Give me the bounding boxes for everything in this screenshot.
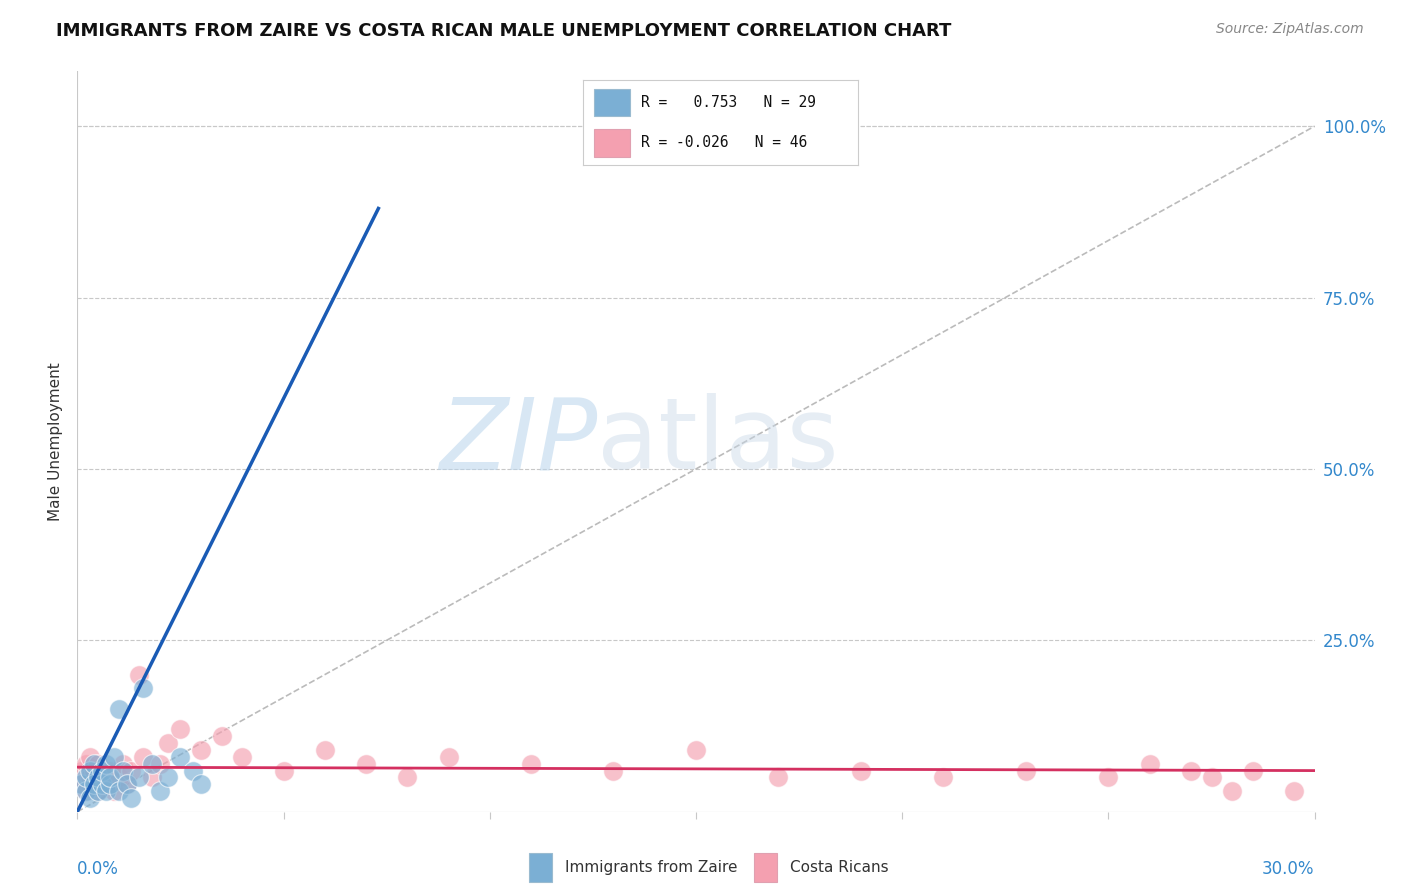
Point bbox=[128, 667, 150, 681]
Point bbox=[79, 750, 101, 764]
Point bbox=[273, 764, 295, 778]
Point bbox=[1282, 784, 1305, 798]
Point bbox=[98, 771, 121, 785]
Point bbox=[190, 777, 212, 791]
Point bbox=[87, 771, 110, 785]
Point bbox=[181, 764, 204, 778]
Text: ZIP: ZIP bbox=[439, 393, 598, 490]
Point bbox=[141, 771, 163, 785]
Point bbox=[111, 764, 134, 778]
Point bbox=[120, 764, 142, 778]
Point bbox=[75, 784, 97, 798]
Point bbox=[98, 764, 121, 778]
Point bbox=[98, 777, 121, 791]
Point bbox=[685, 743, 707, 757]
Text: Source: ZipAtlas.com: Source: ZipAtlas.com bbox=[1216, 22, 1364, 37]
Point bbox=[1241, 764, 1264, 778]
Point bbox=[141, 756, 163, 771]
Point bbox=[849, 764, 872, 778]
Point bbox=[149, 756, 172, 771]
Bar bbox=[754, 854, 776, 881]
Bar bbox=[595, 89, 630, 116]
Point bbox=[128, 771, 150, 785]
Point bbox=[211, 729, 233, 743]
Point bbox=[103, 750, 125, 764]
Text: atlas: atlas bbox=[598, 393, 838, 490]
Point bbox=[70, 777, 93, 791]
Point bbox=[79, 771, 101, 785]
Point bbox=[354, 756, 377, 771]
Point bbox=[602, 764, 624, 778]
Point bbox=[75, 784, 97, 798]
Point bbox=[79, 764, 101, 778]
Point bbox=[132, 681, 155, 696]
Point bbox=[169, 750, 191, 764]
Point bbox=[768, 771, 790, 785]
Point bbox=[83, 777, 105, 791]
Point bbox=[96, 784, 118, 798]
Point bbox=[115, 777, 138, 791]
Point bbox=[1220, 784, 1243, 798]
Point bbox=[91, 764, 114, 778]
Point bbox=[149, 784, 172, 798]
Text: Immigrants from Zaire: Immigrants from Zaire bbox=[565, 860, 738, 875]
Point bbox=[91, 777, 114, 791]
Point bbox=[1201, 771, 1223, 785]
Point bbox=[111, 756, 134, 771]
Text: 30.0%: 30.0% bbox=[1263, 860, 1315, 878]
Point bbox=[83, 777, 105, 791]
Point bbox=[96, 756, 118, 771]
Point bbox=[157, 736, 180, 750]
Point bbox=[70, 764, 93, 778]
Y-axis label: Male Unemployment: Male Unemployment bbox=[48, 362, 63, 521]
Point bbox=[1180, 764, 1202, 778]
Point bbox=[132, 750, 155, 764]
Point bbox=[103, 784, 125, 798]
Text: Costa Ricans: Costa Ricans bbox=[790, 860, 889, 875]
Text: R = -0.026   N = 46: R = -0.026 N = 46 bbox=[641, 136, 807, 151]
Point bbox=[107, 784, 129, 798]
Text: IMMIGRANTS FROM ZAIRE VS COSTA RICAN MALE UNEMPLOYMENT CORRELATION CHART: IMMIGRANTS FROM ZAIRE VS COSTA RICAN MAL… bbox=[56, 22, 952, 40]
Bar bbox=[595, 129, 630, 157]
Point bbox=[396, 771, 419, 785]
Point bbox=[91, 771, 114, 785]
Point bbox=[169, 723, 191, 737]
Point bbox=[1015, 764, 1038, 778]
Point bbox=[75, 771, 97, 785]
Point bbox=[231, 750, 253, 764]
Point bbox=[107, 771, 129, 785]
Point bbox=[115, 777, 138, 791]
Point bbox=[87, 784, 110, 798]
Point bbox=[83, 756, 105, 771]
Point bbox=[107, 702, 129, 716]
Bar bbox=[529, 854, 551, 881]
Point bbox=[79, 791, 101, 805]
Point bbox=[70, 777, 93, 791]
Point bbox=[87, 756, 110, 771]
Text: R =   0.753   N = 29: R = 0.753 N = 29 bbox=[641, 95, 815, 110]
Point bbox=[87, 784, 110, 798]
Point bbox=[83, 764, 105, 778]
Point bbox=[1097, 771, 1119, 785]
Point bbox=[96, 777, 118, 791]
Point bbox=[314, 743, 336, 757]
Point bbox=[190, 743, 212, 757]
Point bbox=[75, 756, 97, 771]
Point bbox=[437, 750, 460, 764]
Point bbox=[1139, 756, 1161, 771]
Point bbox=[157, 771, 180, 785]
Point bbox=[120, 791, 142, 805]
Point bbox=[932, 771, 955, 785]
Text: 0.0%: 0.0% bbox=[77, 860, 120, 878]
Point bbox=[520, 756, 543, 771]
